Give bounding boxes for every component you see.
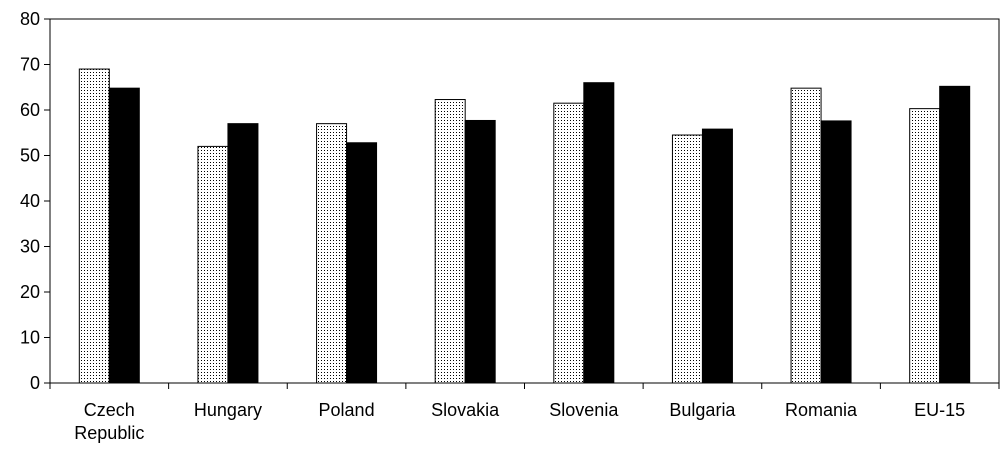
- y-tick-label: 70: [20, 55, 40, 75]
- x-tick-label-line: Slovenia: [549, 400, 619, 420]
- bar-series-1-7: [909, 108, 941, 384]
- x-tick-label: Czech Republic: [74, 400, 144, 443]
- y-tick-label: 30: [20, 237, 40, 257]
- x-tick-label-line: Czech: [84, 400, 135, 420]
- x-tick-label: EU-15: [914, 400, 965, 420]
- bar-series-2-3: [464, 119, 496, 384]
- x-tick-label-line: Romania: [785, 400, 858, 420]
- x-tick-label: Romania: [785, 400, 858, 420]
- x-tick-label: Hungary: [194, 400, 262, 420]
- x-tick-label: Slovakia: [431, 400, 500, 420]
- bar-series-1-5: [671, 134, 703, 384]
- bar-series-1-3: [434, 99, 466, 384]
- x-tick-label-line: Republic: [74, 423, 144, 443]
- plot-area: [49, 18, 1000, 384]
- x-tick-label: Poland: [319, 400, 375, 420]
- y-tick-label: 50: [20, 146, 40, 166]
- x-tick-label: Bulgaria: [669, 400, 736, 420]
- bar-series-1-0: [78, 68, 110, 384]
- x-tick-label-line: Poland: [319, 400, 375, 420]
- x-tick-label-line: Hungary: [194, 400, 262, 420]
- bar-series-2-1: [227, 123, 259, 384]
- y-tick-label: 10: [20, 328, 40, 348]
- x-tick-label-line: Slovakia: [431, 400, 500, 420]
- y-tick-label: 60: [20, 100, 40, 120]
- axes: [44, 18, 1000, 389]
- bar-series-2-7: [939, 85, 971, 384]
- bar-series-2-5: [701, 128, 733, 384]
- bar-series-1-4: [553, 102, 585, 384]
- bar-series-1-1: [197, 145, 229, 384]
- labels: 0 10 20 30 40 50 60 70 80 Czech Republic Hungary Pol…: [20, 9, 965, 443]
- x-tick-label-line: EU-15: [914, 400, 965, 420]
- y-tick-label: 40: [20, 191, 40, 211]
- x-tick-label-line: Bulgaria: [669, 400, 736, 420]
- x-tick-label: Slovenia: [549, 400, 619, 420]
- bar-series-2-0: [108, 87, 140, 384]
- bar-series-2-4: [583, 82, 615, 384]
- y-tick-label: 20: [20, 282, 40, 302]
- y-tick-label: 0: [30, 373, 40, 393]
- bar-series-2-6: [820, 120, 852, 384]
- bar-series-1-6: [790, 87, 822, 384]
- bar-series-2-2: [346, 142, 378, 384]
- bars: [78, 68, 971, 384]
- y-tick-label: 80: [20, 9, 40, 29]
- bar-series-1-2: [316, 123, 348, 384]
